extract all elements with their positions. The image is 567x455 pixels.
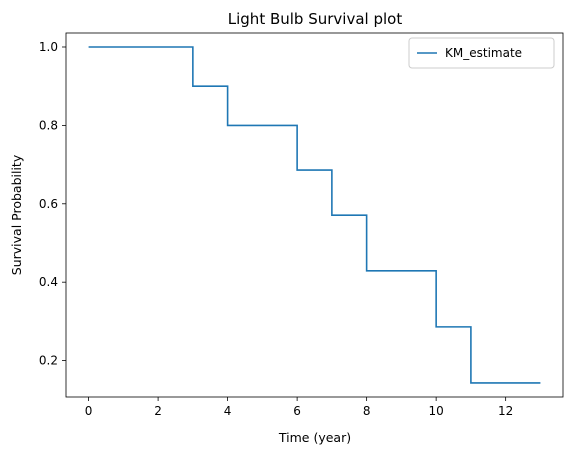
x-tick-label: 10 bbox=[429, 404, 444, 418]
y-tick-label: 0.8 bbox=[39, 118, 58, 132]
x-tick-label: 6 bbox=[293, 404, 301, 418]
y-axis-ticks: 0.2 0.4 0.6 0.8 1.0 bbox=[39, 40, 66, 368]
y-axis-label: Survival Probability bbox=[9, 154, 24, 275]
plot-area bbox=[65, 32, 564, 398]
x-tick-label: 12 bbox=[498, 404, 513, 418]
x-tick-label: 2 bbox=[154, 404, 162, 418]
y-tick-label: 0.2 bbox=[39, 354, 58, 368]
x-tick-label: 8 bbox=[363, 404, 371, 418]
y-tick-label: 0.4 bbox=[39, 275, 58, 289]
x-axis-ticks: 0 2 4 6 8 10 12 bbox=[85, 397, 513, 418]
x-axis-label: Time (year) bbox=[278, 430, 351, 445]
legend-label: KM_estimate bbox=[445, 46, 522, 60]
legend: KM_estimate bbox=[408, 37, 555, 69]
y-tick-label: 0.6 bbox=[39, 197, 58, 211]
y-tick-label: 1.0 bbox=[39, 40, 58, 54]
plot-frame bbox=[65, 32, 564, 398]
km-estimate-line bbox=[88, 46, 541, 384]
x-tick-label: 0 bbox=[85, 404, 93, 418]
x-tick-label: 4 bbox=[224, 404, 232, 418]
legend-box bbox=[408, 37, 555, 69]
chart-title: Light Bulb Survival plot bbox=[228, 10, 403, 28]
